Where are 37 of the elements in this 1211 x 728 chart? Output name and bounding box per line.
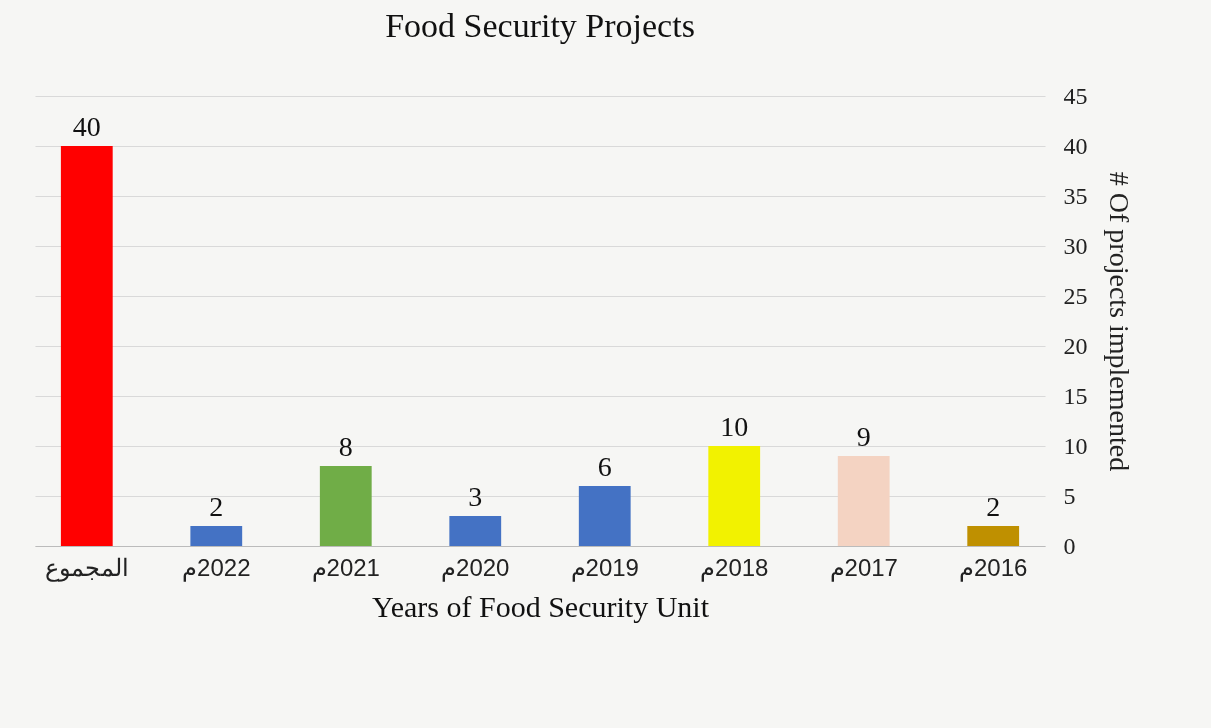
data-label: 2	[986, 491, 1001, 522]
bar	[837, 456, 890, 546]
y-tick-label: 0	[1063, 532, 1076, 559]
data-label: 6	[597, 451, 612, 482]
y-tick-label: 10	[1063, 432, 1088, 459]
x-tick-label: 2019م	[570, 553, 639, 582]
data-label: 8	[338, 431, 353, 462]
x-tick-label: 2022م	[182, 553, 251, 582]
x-tick-label: 2020م	[441, 553, 510, 582]
bar	[60, 146, 113, 546]
x-tick-label: المجموع	[44, 553, 129, 582]
chart-title: Food Security Projects	[385, 7, 695, 44]
data-label: 40	[72, 111, 101, 142]
bar	[319, 466, 372, 546]
y-tick-label: 5	[1063, 482, 1076, 509]
x-tick-label: 2017م	[829, 553, 898, 582]
y-axis-title: # Of projects implemented	[1103, 171, 1135, 472]
bar	[967, 526, 1020, 546]
x-tick-label: 2021م	[311, 553, 380, 582]
data-label: 2	[209, 491, 224, 522]
y-tick-label: 15	[1063, 382, 1088, 409]
y-tick-label: 30	[1063, 232, 1088, 259]
y-tick-label: 20	[1063, 332, 1088, 359]
bar	[449, 516, 502, 546]
bar	[708, 446, 761, 546]
bar	[190, 526, 243, 546]
bar	[578, 486, 631, 546]
y-tick-label: 45	[1063, 82, 1088, 109]
data-label: 3	[468, 481, 483, 512]
x-tick-label: 2018م	[700, 553, 769, 582]
y-tick-label: 40	[1063, 132, 1088, 159]
data-label: 9	[856, 421, 871, 452]
y-tick-label: 35	[1063, 182, 1088, 209]
data-label: 10	[720, 411, 749, 442]
x-axis-title: Years of Food Security Unit	[372, 589, 710, 623]
x-tick-label: 2016م	[959, 553, 1028, 582]
y-tick-label: 25	[1063, 282, 1088, 309]
